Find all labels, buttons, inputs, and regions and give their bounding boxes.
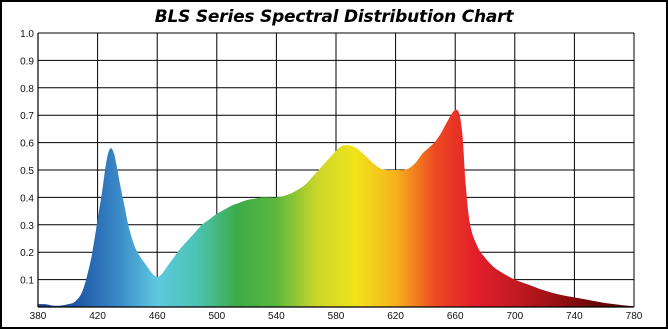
y-tick-label-0.4: 0.4 [20, 193, 34, 204]
y-tick-label-0.5: 0.5 [20, 166, 34, 177]
x-tick-label-420: 420 [89, 311, 106, 322]
chart-title: BLS Series Spectral Distribution Chart [154, 7, 514, 27]
spectrum-area-0 [38, 109, 634, 307]
y-tick-label-0.8: 0.8 [20, 84, 34, 95]
x-tick-label-740: 740 [566, 311, 583, 322]
x-tick-label-540: 540 [268, 311, 285, 322]
y-tick-label-0.1: 0.1 [20, 276, 34, 287]
y-tick-label-0.7: 0.7 [20, 111, 34, 122]
y-tick-label-1.0: 1.0 [20, 29, 34, 40]
y-tick-label-0.9: 0.9 [20, 56, 34, 67]
y-tick-label-0.2: 0.2 [20, 248, 34, 259]
x-tick-label-460: 460 [149, 311, 166, 322]
x-tick-label-780: 780 [626, 311, 643, 322]
y-tick-label-0.3: 0.3 [20, 221, 34, 232]
x-tick-label-580: 580 [328, 311, 345, 322]
y-tick-label-0.6: 0.6 [20, 139, 34, 150]
x-tick-label-500: 500 [208, 311, 225, 322]
y-tick-labels: 0.1 0.2 0.3 0.4 0.5 0.6 0.7 0.8 0.9 1.0 [20, 29, 34, 287]
x-tick-label-380: 380 [30, 311, 47, 322]
x-tick-label-660: 660 [447, 311, 464, 322]
x-tick-label-620: 620 [387, 311, 404, 322]
x-tick-labels: 380 420 460 500 540 580 620 660 700 740 780 [30, 311, 643, 322]
x-tick-label-700: 700 [506, 311, 523, 322]
series-layer [38, 109, 634, 307]
axes [37, 33, 635, 308]
